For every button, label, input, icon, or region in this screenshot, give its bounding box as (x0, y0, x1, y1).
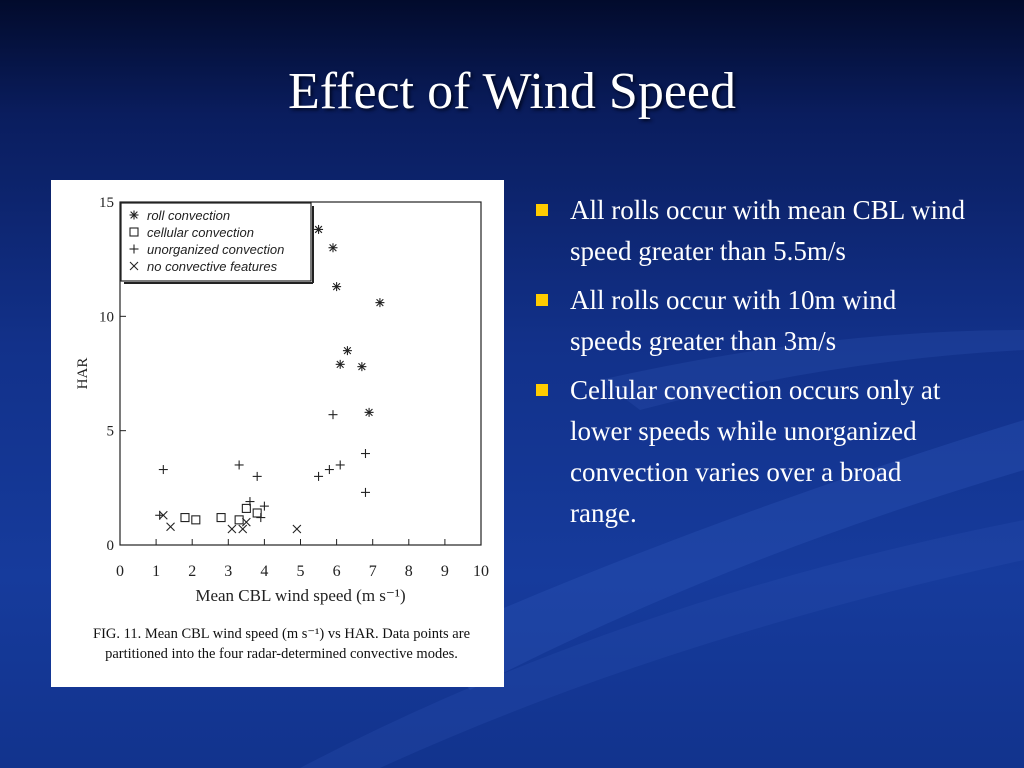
point-roll-convection (342, 346, 352, 356)
point-no-convective-features (227, 524, 237, 534)
bullet-list: All rolls occur with mean CBL wind speed… (532, 190, 972, 542)
point-unorganized-convection (252, 471, 262, 481)
legend-label: no convective features (147, 259, 278, 274)
figure-caption: FIG. 11. Mean CBL wind speed (m s⁻¹) vs … (93, 626, 470, 662)
point-unorganized-convection (324, 465, 334, 475)
x-tick-label: 0 (116, 563, 124, 580)
y-axis-label: HAR (75, 358, 91, 390)
y-tick-label: 10 (99, 309, 114, 325)
point-unorganized-convection (158, 465, 168, 475)
point-cellular-convection (180, 513, 190, 523)
legend-marker (129, 244, 139, 254)
point-unorganized-convection (259, 501, 269, 511)
point-unorganized-convection (335, 460, 345, 470)
point-roll-convection (364, 407, 374, 417)
x-tick-label: 7 (369, 563, 377, 580)
x-axis-label: Mean CBL wind speed (m s⁻¹) (195, 586, 405, 605)
point-no-convective-features (292, 524, 302, 534)
bullet-marker (536, 204, 548, 216)
x-tick-label: 6 (333, 563, 341, 580)
legend-label: cellular convection (147, 225, 254, 240)
point-cellular-convection (216, 513, 226, 523)
bullet-item: Cellular convection occurs only at lower… (532, 370, 972, 534)
figure-panel: 0 1 2 3 4 5 6 7 8 9 10 0 5 10 15 Mean CBL wind speed (m… (51, 180, 504, 687)
bullet-text: Cellular convection occurs only at lower… (570, 375, 941, 528)
bullet-item: All rolls occur with 10m wind speeds gre… (532, 280, 972, 362)
legend-marker (129, 227, 139, 237)
x-tick-label: 1 (152, 563, 160, 580)
point-unorganized-convection (328, 410, 338, 420)
point-unorganized-convection (360, 449, 370, 459)
bullet-marker (536, 294, 548, 306)
point-roll-convection (357, 362, 367, 372)
point-no-convective-features (241, 517, 251, 527)
legend-box (120, 202, 312, 282)
point-roll-convection (314, 224, 324, 234)
legend-marker (129, 210, 139, 220)
x-tick-label: 5 (297, 563, 305, 580)
y-tick-label: 15 (99, 195, 114, 211)
point-unorganized-convection (256, 513, 266, 523)
point-cellular-convection (252, 508, 262, 518)
scatter-chart: 0 1 2 3 4 5 6 7 8 9 10 0 5 10 15 Mean CBL wind speed (m… (75, 195, 489, 605)
legend-marker (129, 261, 139, 271)
point-cellular-convection (191, 515, 201, 525)
legend-label: unorganized convection (147, 242, 284, 257)
slide-title: Effect of Wind Speed (288, 63, 736, 120)
x-tick-label: 9 (441, 563, 449, 580)
point-no-convective-features (238, 524, 248, 534)
point-roll-convection (375, 298, 385, 308)
bullet-item: All rolls occur with mean CBL wind speed… (532, 190, 972, 272)
point-roll-convection (328, 243, 338, 253)
x-tick-label: 2 (188, 563, 196, 580)
y-tick-label: 0 (107, 538, 115, 554)
x-tick-label: 10 (473, 563, 489, 580)
x-tick-label: 3 (224, 563, 232, 580)
x-tick-label: 4 (260, 563, 268, 580)
bullet-text: All rolls occur with mean CBL wind speed… (570, 195, 965, 266)
legend-label: roll convection (147, 208, 230, 223)
x-tick-label: 8 (405, 563, 413, 580)
point-unorganized-convection (245, 497, 255, 507)
bullet-text: All rolls occur with 10m wind speeds gre… (570, 285, 897, 356)
point-cellular-convection (234, 515, 244, 525)
point-no-convective-features (166, 522, 175, 532)
y-tick-label: 5 (107, 424, 115, 440)
bullet-marker (536, 384, 548, 396)
point-unorganized-convection (314, 471, 324, 481)
point-roll-convection (335, 359, 345, 369)
point-cellular-convection (241, 503, 251, 513)
point-unorganized-convection (234, 460, 244, 470)
point-roll-convection (332, 282, 342, 292)
point-unorganized-convection (360, 487, 370, 497)
point-no-convective-features (158, 510, 168, 520)
